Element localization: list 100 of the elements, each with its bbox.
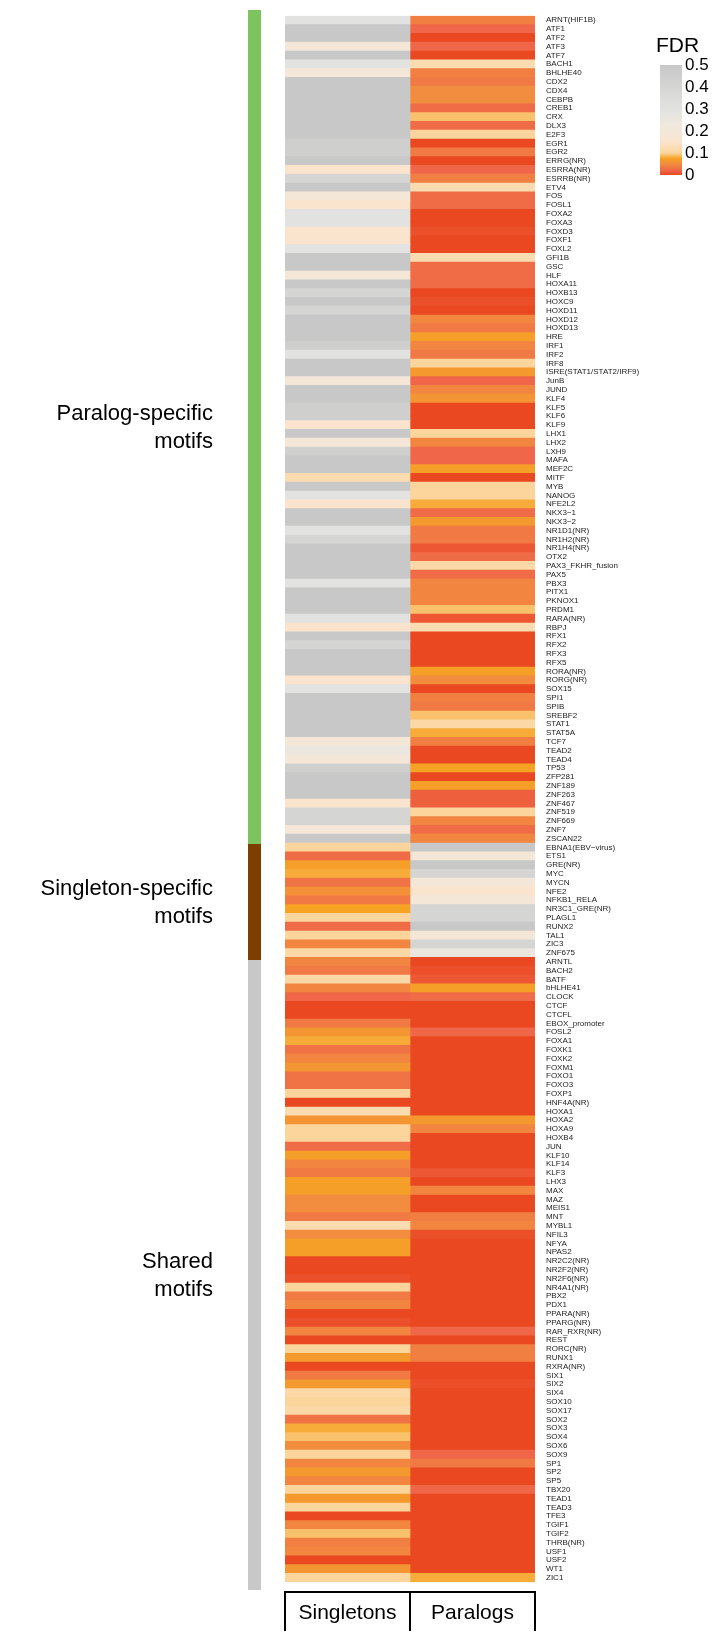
y-tick-label: PITX1 [546, 587, 569, 597]
y-tick-label: BACH1 [546, 59, 574, 69]
y-tick-label: MITF [546, 473, 565, 482]
y-tick-label: GSC [546, 261, 564, 271]
y-tick-label: DLX3 [546, 121, 567, 130]
y-tick-label: BHLHE40 [546, 68, 583, 78]
y-tick-label: FOXM1 [546, 1062, 575, 1072]
y-tick-label: TFE3 [546, 1511, 567, 1521]
y-tick-label: LHX1 [546, 429, 567, 438]
y-tick-label: SOX4 [546, 1432, 568, 1442]
y-tick-label: JUND [546, 385, 568, 394]
y-tick-label: LHX3 [546, 1177, 567, 1186]
color-bar-title: FDR [656, 33, 700, 57]
y-tick-label: KLF10 [546, 1150, 571, 1160]
y-tick-label: BATF [546, 974, 566, 984]
y-tick-label: STAT1 [546, 719, 571, 729]
y-tick-label: FOXA2 [546, 209, 573, 218]
y-tick-label: HNF4A(NR) [546, 1097, 590, 1107]
y-tick-label: FOXK2 [546, 1053, 573, 1063]
y-tick-label: ARNT(HIF1B) [546, 15, 597, 25]
y-tick-label: RORG(NR) [546, 675, 588, 685]
y-tick-label: PAX3_FKHR_fusion [546, 561, 618, 570]
y-tick-label: GRE(NR) [546, 860, 581, 870]
y-tick-label: SP5 [546, 1476, 562, 1486]
y-tick-label: TGIF1 [546, 1520, 570, 1530]
y-tick-label: SOX6 [546, 1441, 568, 1450]
y-tick-label: bHLHE41 [546, 983, 582, 993]
y-tick-label: SOX9 [546, 1449, 568, 1459]
y-tick-label: FOXO1 [546, 1071, 574, 1081]
y-tick-label: THRB(NR) [546, 1537, 585, 1547]
y-tick-label: FOXK1 [546, 1045, 573, 1054]
y-tick-label: ZIC1 [546, 1573, 564, 1582]
y-tick-label: NR2F2(NR) [546, 1265, 589, 1274]
y-tick-label: GFI1B [546, 253, 570, 262]
y-tick-label: NFKB1_RELA [546, 895, 598, 905]
y-tick-label: KLF5 [546, 402, 566, 412]
y-tick-label: SIX1 [546, 1370, 564, 1380]
y-tick-label: MAZ [546, 1194, 563, 1204]
y-tick-label: ESRRA(NR) [546, 165, 591, 174]
color-bar-label: 0 [685, 165, 695, 184]
y-tick-label: ARNTL [546, 957, 573, 966]
y-tick-label: ESRRB(NR) [546, 173, 591, 183]
text: Shared motifs [141, 1246, 213, 1303]
y-tick-label: ZSCAN22 [546, 833, 583, 843]
color-bar-label: 0.3 [685, 99, 709, 118]
y-tick-label: NKX3−1 [546, 508, 577, 518]
y-tick-label: PPARA(NR) [546, 1309, 590, 1318]
y-tick-label: ERRG(NR) [546, 156, 587, 166]
y-tick-label: TGIF2 [546, 1529, 570, 1538]
y-tick-label: ATF1 [546, 24, 566, 34]
y-tick-label: CREB1 [546, 103, 574, 113]
y-tick-label: HOXD11 [546, 305, 578, 315]
y-tick-label: ZNF519 [546, 807, 576, 817]
y-tick-label: RFX2 [546, 640, 567, 650]
y-tick-label: FOSL1 [546, 200, 572, 210]
y-tick-label: HOXA11 [546, 279, 578, 289]
y-tick-label: HOXA2 [546, 1115, 574, 1125]
y-tick-label: NFE2L2 [546, 499, 576, 509]
y-tick-label: CRX [546, 112, 564, 122]
y-tick-label: NANOG [546, 490, 576, 500]
y-tick-label: PBX2 [546, 1291, 568, 1301]
y-tick-label: SIX4 [546, 1388, 564, 1398]
y-tick-label: NR2F6(NR) [546, 1273, 589, 1283]
y-tick-label: FOXA3 [546, 217, 573, 227]
y-tick-label: MYBL1 [546, 1221, 573, 1230]
y-tick-label: REST [546, 1335, 568, 1345]
y-tick-label: EBNA1(EBV−virus) [546, 842, 616, 852]
y-tick-label: TEAD2 [546, 745, 573, 755]
y-tick-label: USF2 [546, 1555, 567, 1565]
y-tick-label: CTCF [546, 1001, 568, 1010]
y-tick-label: TAL1 [546, 930, 566, 940]
y-tick-label: FOXA1 [546, 1036, 573, 1046]
text: Singleton-specific motifs [39, 874, 213, 931]
y-tick-label: SPI1 [546, 693, 564, 702]
y-tick-label: HOXB4 [546, 1133, 574, 1142]
y-tick-label: NR1H4(NR) [546, 543, 590, 553]
y-tick-label: PAX5 [546, 569, 567, 579]
y-tick-label: NR3C1_GRE(NR) [546, 904, 612, 914]
y-tick-label: ATF7 [546, 50, 566, 60]
y-tick-label: TCF7 [546, 737, 567, 746]
y-tick-label: LXH9 [546, 446, 567, 456]
color-bar-label: 0.5 [685, 55, 709, 74]
y-tick-label: SREBF2 [546, 710, 578, 720]
y-tick-label: NFYA [546, 1238, 568, 1248]
y-tick-label: SIX2 [546, 1379, 564, 1389]
y-tick-label: IRF8 [546, 358, 564, 368]
y-tick-label: TEAD1 [546, 1493, 573, 1503]
y-tick-label: SOX15 [546, 684, 573, 694]
y-tick-label: CLOCK [546, 992, 575, 1002]
y-tick-label: JunB [546, 376, 565, 386]
y-tick-label: ETS1 [546, 851, 567, 861]
y-tick-label: CTCFL [546, 1009, 573, 1019]
y-tick-label: NKX3−2 [546, 517, 577, 526]
y-tick-label: MEF2C [546, 464, 574, 474]
y-tick-label: ZNF263 [546, 789, 576, 799]
y-tick-label: HOXA1 [546, 1106, 574, 1116]
y-tick-label: E2F3 [546, 129, 566, 139]
y-tick-label: ZNF467 [546, 798, 576, 808]
y-tick-label: NR2C2(NR) [546, 1256, 590, 1266]
y-tick-label: CEBPB [546, 94, 574, 104]
